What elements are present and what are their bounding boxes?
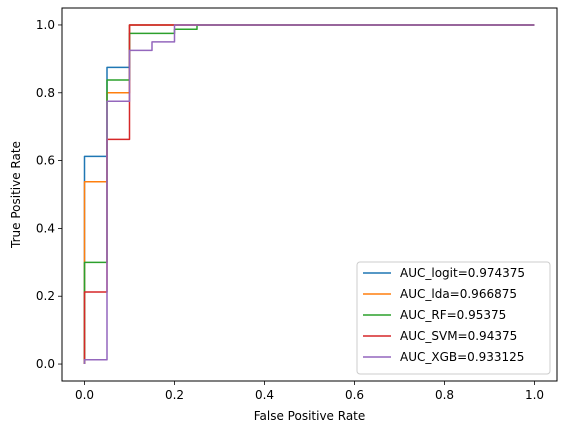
x-axis-label: False Positive Rate (254, 409, 366, 423)
legend-label-1: AUC_lda=0.966875 (400, 287, 517, 301)
x-tick-label: 0.8 (435, 388, 454, 402)
x-tick-label: 1.0 (525, 388, 544, 402)
y-tick-label: 1.0 (36, 18, 55, 32)
y-axis-label: True Positive Rate (9, 141, 23, 249)
legend-label-3: AUC_SVM=0.94375 (400, 329, 517, 343)
y-axis-ticks: 0.0 0.2 0.4 0.6 0.8 1.0 (36, 18, 62, 371)
legend: AUC_logit=0.974375 AUC_lda=0.966875 AUC_RF… (356, 261, 551, 375)
x-axis-ticks: 0.0 0.2 0.4 0.6 0.8 1.0 (75, 381, 544, 402)
legend-box (356, 261, 551, 375)
x-tick-label: 0.4 (255, 388, 274, 402)
x-tick-label: 0.6 (345, 388, 364, 402)
x-tick-label: 0.2 (165, 388, 184, 402)
legend-label-4: AUC_XGB=0.933125 (400, 350, 524, 364)
y-tick-label: 0.2 (36, 289, 55, 303)
legend-label-2: AUC_RF=0.95375 (400, 308, 506, 322)
legend-items: AUC_logit=0.974375 AUC_lda=0.966875 AUC_RF… (363, 266, 525, 364)
y-tick-label: 0.0 (36, 357, 55, 371)
y-tick-label: 0.8 (36, 86, 55, 100)
legend-label-0: AUC_logit=0.974375 (400, 266, 525, 280)
y-tick-label: 0.4 (36, 221, 55, 235)
y-tick-label: 0.6 (36, 154, 55, 168)
x-tick-label: 0.0 (75, 388, 94, 402)
series-layer (83, 24, 535, 365)
series-line-4 (83, 24, 535, 365)
